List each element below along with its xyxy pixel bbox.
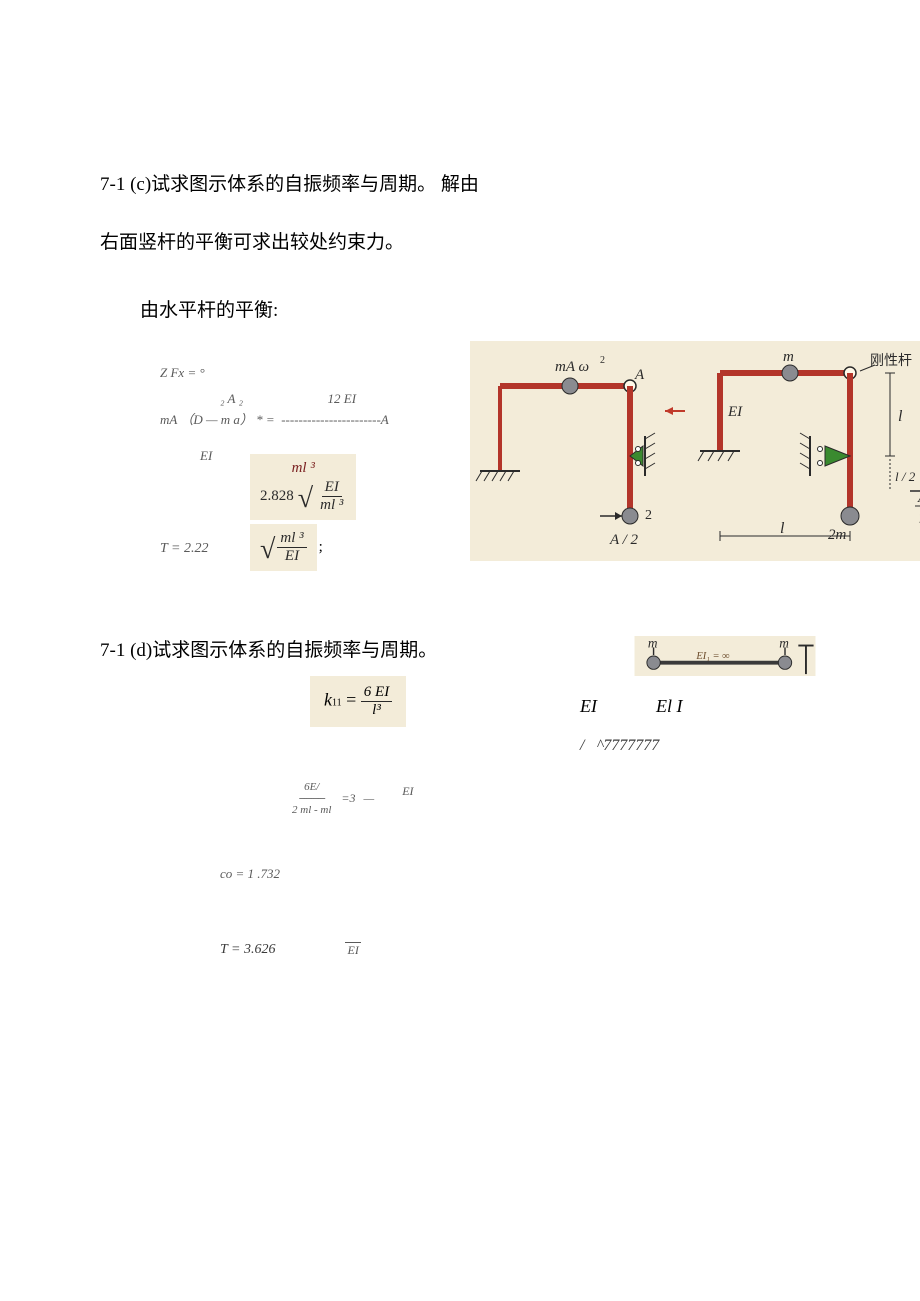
eq-zfx: Z Fx = °	[160, 365, 450, 381]
svg-text:l / 2: l / 2	[895, 469, 916, 484]
sec-c-diagram: mA ω 2 A 2 A / 2 m	[470, 341, 920, 566]
ground-hatch: / ^7777777	[580, 737, 820, 755]
sec-c-title: 7-1 (c)试求图示体系的自振频率与周期。 解由	[100, 170, 820, 200]
svg-text:m: m	[783, 349, 794, 365]
sec-c-line3: 由水平杆的平衡:	[140, 295, 820, 322]
sec-c-left-col: Z Fx = ° ₂ A ₂ 12 EI mA （D — m a） * = --…	[100, 341, 450, 566]
ei-labels: EI El I	[580, 696, 820, 717]
deriv-block: 6E/ ----------- 2 ml - ml =3 — EI	[290, 781, 820, 816]
svg-text:EI: EI	[727, 404, 743, 420]
cream-box-2: √ ml ³ EI	[250, 524, 317, 571]
svg-text:A / 2: A / 2	[609, 532, 639, 548]
svg-text:mA ω: mA ω	[555, 359, 589, 375]
eq-sup-row: ₂ A ₂ 12 EI	[220, 391, 450, 407]
sec-d-title: 7-1 (d)试求图示体系的自振频率与周期。	[100, 636, 520, 666]
svg-text:A: A	[634, 367, 645, 383]
beam-diagram: m m EI₁ = ∞	[630, 636, 820, 676]
svg-text:2: 2	[600, 355, 605, 366]
sqrt-icon: √	[260, 534, 275, 566]
ei-over: EI	[345, 942, 360, 958]
omega-value: co = 1 .732	[220, 866, 820, 882]
svg-text:m: m	[648, 636, 658, 650]
sqrt-icon: √	[298, 483, 313, 515]
T-value-c: T = 2.22	[160, 541, 208, 557]
T-value-d: T = 3.626	[220, 942, 275, 958]
svg-text:l: l	[780, 520, 785, 537]
cream-box-1: ml ³ 2.828 √ EI ml ³	[250, 454, 356, 520]
svg-text:刚性杆: 刚性杆	[870, 353, 912, 369]
svg-text:m: m	[779, 636, 789, 650]
svg-text:l: l	[898, 408, 903, 425]
k11-formula: k11 = 6 EI l³	[310, 676, 406, 727]
sec-c-line2: 右面竖杆的平衡可求出较处约束力。	[100, 228, 820, 258]
svg-text:2m: 2m	[828, 527, 847, 543]
svg-text:2: 2	[645, 508, 652, 523]
svg-text:EI₁ = ∞: EI₁ = ∞	[695, 651, 729, 662]
eq-main: mA （D — m a） * = -----------------------…	[160, 409, 450, 428]
